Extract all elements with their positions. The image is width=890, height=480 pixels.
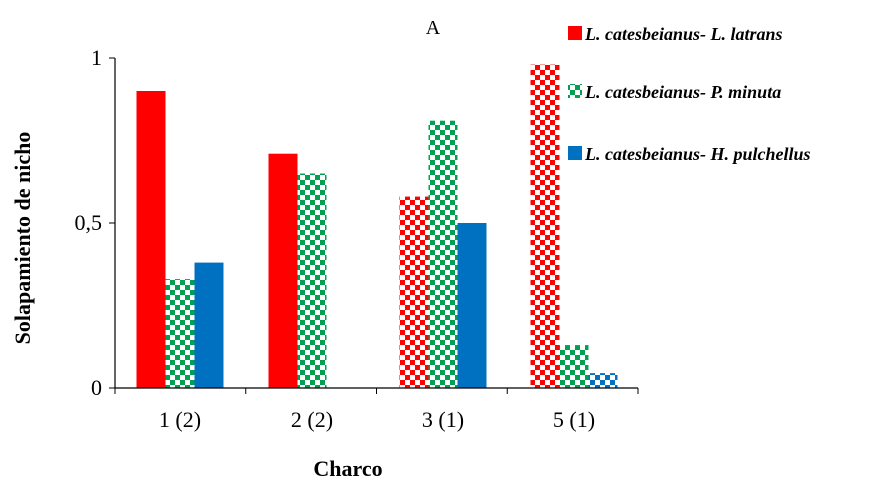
bar-series-2-2 (2) [297, 173, 327, 388]
bar-series-1-2 (2) [268, 153, 298, 388]
legend-swatch-1 [568, 26, 582, 40]
legend-swatch-3 [568, 146, 582, 160]
legend-label-3: L. catesbeianus- H. pulchellus [584, 144, 811, 164]
bar-series-3-1 (2) [194, 262, 224, 388]
x-tick-label: 1 (2) [159, 407, 201, 432]
bar-series-2-1 (2) [165, 279, 195, 388]
bar-series-2-5 (1) [559, 345, 589, 388]
bar-series-3-3 (1) [457, 223, 487, 388]
legend: L. catesbeianus- L. latrans L. catesbeian… [568, 24, 811, 164]
legend-label-1: L. catesbeianus- L. latrans [584, 24, 783, 44]
plot-area [136, 64, 618, 388]
x-tick-label: 3 (1) [422, 407, 464, 432]
bar-series-2-3 (1) [428, 120, 458, 388]
y-tick-label: 0,5 [75, 210, 103, 235]
chart-title: A [426, 17, 441, 39]
y-tick-label: 0 [91, 375, 102, 400]
y-axis-title: Solapamiento de nicho [10, 132, 35, 345]
bar-series-1-1 (2) [136, 91, 166, 388]
axes: 0 0,5 1 1 (2) 2 (2) 3 (1) 5 (1) [75, 45, 639, 432]
x-tick-label: 2 (2) [291, 407, 333, 432]
x-axis-title: Charco [313, 456, 382, 480]
bar-series-1-5 (1) [530, 64, 560, 388]
bar-series-3-5 (1) [588, 373, 618, 388]
x-tick-label: 5 (1) [553, 407, 595, 432]
bar-series-1-3 (1) [399, 196, 429, 388]
legend-swatch-2 [568, 84, 582, 98]
legend-label-2: L. catesbeianus- P. minuta [584, 82, 781, 102]
y-tick-label: 1 [91, 45, 102, 70]
